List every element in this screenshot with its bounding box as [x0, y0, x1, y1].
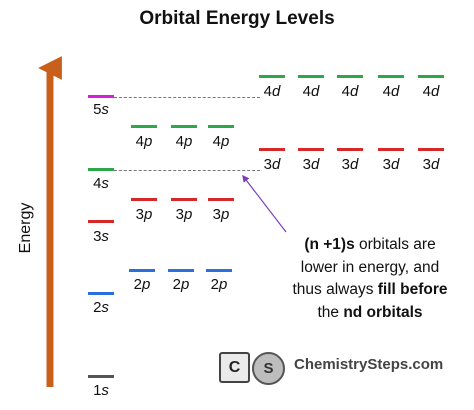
label-4d: 4d — [341, 83, 359, 100]
level-3p — [208, 198, 234, 201]
annotation-note: (n +1)s orbitals are lower in energy, an… — [292, 236, 448, 321]
level-4d — [337, 75, 363, 78]
level-5s — [88, 95, 114, 98]
label-3s: 3s — [93, 228, 109, 245]
level-1s — [88, 375, 114, 378]
level-3d — [298, 148, 324, 151]
note-bold-1: (n +1)s — [304, 236, 355, 253]
label-3p: 3p — [135, 206, 153, 223]
level-3p — [171, 198, 197, 201]
label-1s: 1s — [93, 382, 109, 399]
level-3s — [88, 220, 114, 223]
level-4d — [418, 75, 444, 78]
label-2p: 2p — [172, 276, 190, 293]
label-4d: 4d — [382, 83, 400, 100]
label-3d: 3d — [341, 156, 359, 173]
level-3p — [131, 198, 157, 201]
level-4d — [378, 75, 404, 78]
label-3d: 3d — [382, 156, 400, 173]
logo-s-icon: S — [252, 352, 285, 385]
level-4d — [259, 75, 285, 78]
guide-5s-4d — [114, 97, 260, 98]
level-2p — [129, 269, 155, 272]
label-3d: 3d — [302, 156, 320, 173]
label-5s: 5s — [93, 101, 109, 118]
label-4p: 4p — [135, 133, 153, 150]
guide-4s-3d — [114, 170, 260, 171]
label-3p: 3p — [212, 206, 230, 223]
level-4p — [208, 125, 234, 128]
label-4p: 4p — [212, 133, 230, 150]
level-2s — [88, 292, 114, 295]
level-3d — [418, 148, 444, 151]
label-4d: 4d — [422, 83, 440, 100]
diagram-title: Orbital Energy Levels — [139, 8, 335, 29]
level-3d — [259, 148, 285, 151]
label-2p: 2p — [210, 276, 228, 293]
level-4p — [131, 125, 157, 128]
label-4d: 4d — [263, 83, 281, 100]
label-3d: 3d — [263, 156, 281, 173]
label-4d: 4d — [302, 83, 320, 100]
logo-c-icon: C — [219, 352, 250, 383]
level-4p — [171, 125, 197, 128]
level-2p — [168, 269, 194, 272]
label-2p: 2p — [133, 276, 151, 293]
annotation-pointer-arrow — [242, 174, 287, 233]
level-4d — [298, 75, 324, 78]
label-2s: 2s — [93, 299, 109, 316]
label-4p: 4p — [175, 133, 193, 150]
label-3p: 3p — [175, 206, 193, 223]
level-4s — [88, 168, 114, 171]
level-2p — [206, 269, 232, 272]
label-3d: 3d — [422, 156, 440, 173]
energy-axis-label: Energy — [17, 202, 34, 254]
level-3d — [378, 148, 404, 151]
brand-name: ChemistrySteps.com — [294, 356, 444, 373]
label-4s: 4s — [93, 175, 109, 192]
level-3d — [337, 148, 363, 151]
